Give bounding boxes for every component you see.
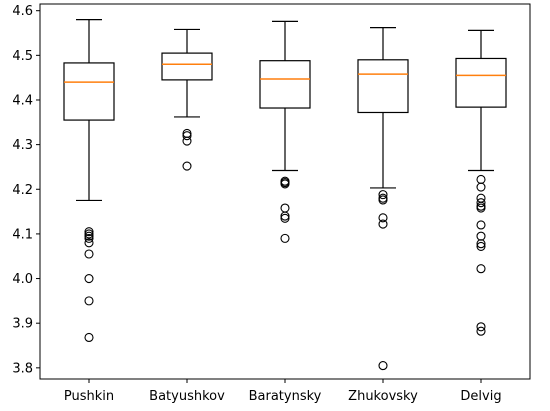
y-tick-label: 4.4 [12, 93, 33, 108]
outlier-point [84, 296, 94, 306]
outlier-point [476, 326, 486, 336]
outlier-point [476, 239, 486, 249]
iqr-box [63, 62, 115, 121]
outlier-point [84, 229, 94, 239]
outlier-point [182, 161, 192, 171]
outlier-point [84, 249, 94, 259]
x-tick-label: Pushkin [64, 389, 114, 404]
outlier-point [476, 174, 486, 184]
outlier-point [476, 231, 486, 241]
plot-area [63, 19, 507, 371]
y-tick-label: 3.8 [12, 361, 33, 376]
iqr-box [357, 59, 409, 114]
outlier-point [84, 274, 94, 284]
outlier-point [280, 233, 290, 243]
outlier-point [476, 220, 486, 230]
box-group-pushkin [63, 19, 115, 343]
y-tick-label: 4.0 [12, 272, 33, 287]
outlier-point [182, 136, 192, 146]
y-tick-label: 4.6 [12, 4, 33, 19]
iqr-box [161, 52, 213, 81]
outlier-point [378, 190, 388, 200]
y-tick-label: 4.5 [12, 49, 33, 64]
y-tick-label: 3.9 [12, 317, 33, 332]
outlier-point [280, 211, 290, 221]
outlier-point [182, 131, 192, 141]
outlier-point [84, 332, 94, 343]
y-tick-label: 4.1 [12, 227, 33, 242]
x-axis: Pushkin Batyushkov Baratynsky Zhukovsky Delv… [64, 379, 502, 404]
x-tick-label: Baratynsky [249, 389, 322, 404]
outlier-point [378, 361, 388, 371]
iqr-box [259, 60, 311, 109]
outlier-point [280, 213, 290, 223]
iqr-box [455, 57, 507, 108]
box-group-zhukovsky [357, 27, 409, 371]
outlier-point [476, 241, 486, 251]
outlier-point [280, 203, 290, 213]
y-tick-label: 4.2 [12, 183, 33, 198]
outlier-point [84, 238, 94, 248]
outlier-point [378, 195, 388, 205]
box-group-delvig [455, 29, 507, 336]
outlier-point [378, 213, 388, 223]
x-tick-label: Batyushkov [149, 389, 225, 404]
outlier-point [476, 198, 486, 208]
x-tick-label: Zhukovsky [348, 389, 418, 404]
plot-frame [39, 3, 531, 380]
outlier-point [476, 182, 486, 192]
outlier-point [476, 264, 486, 274]
box-group-batyushkov [161, 28, 213, 171]
y-tick-label: 4.3 [12, 138, 33, 153]
outlier-point [476, 322, 486, 332]
outlier-point [84, 231, 94, 241]
x-tick-label: Delvig [460, 389, 501, 404]
y-axis: 3.8 3.9 4.0 4.1 4.2 4.3 4.4 4.5 4.6 [12, 4, 40, 376]
outlier-point [84, 227, 94, 237]
outlier-point [84, 233, 94, 243]
box-group-baratynsky [259, 20, 311, 243]
outlier-point [378, 219, 388, 229]
outlier-point [476, 203, 486, 213]
outlier-point [280, 179, 290, 189]
